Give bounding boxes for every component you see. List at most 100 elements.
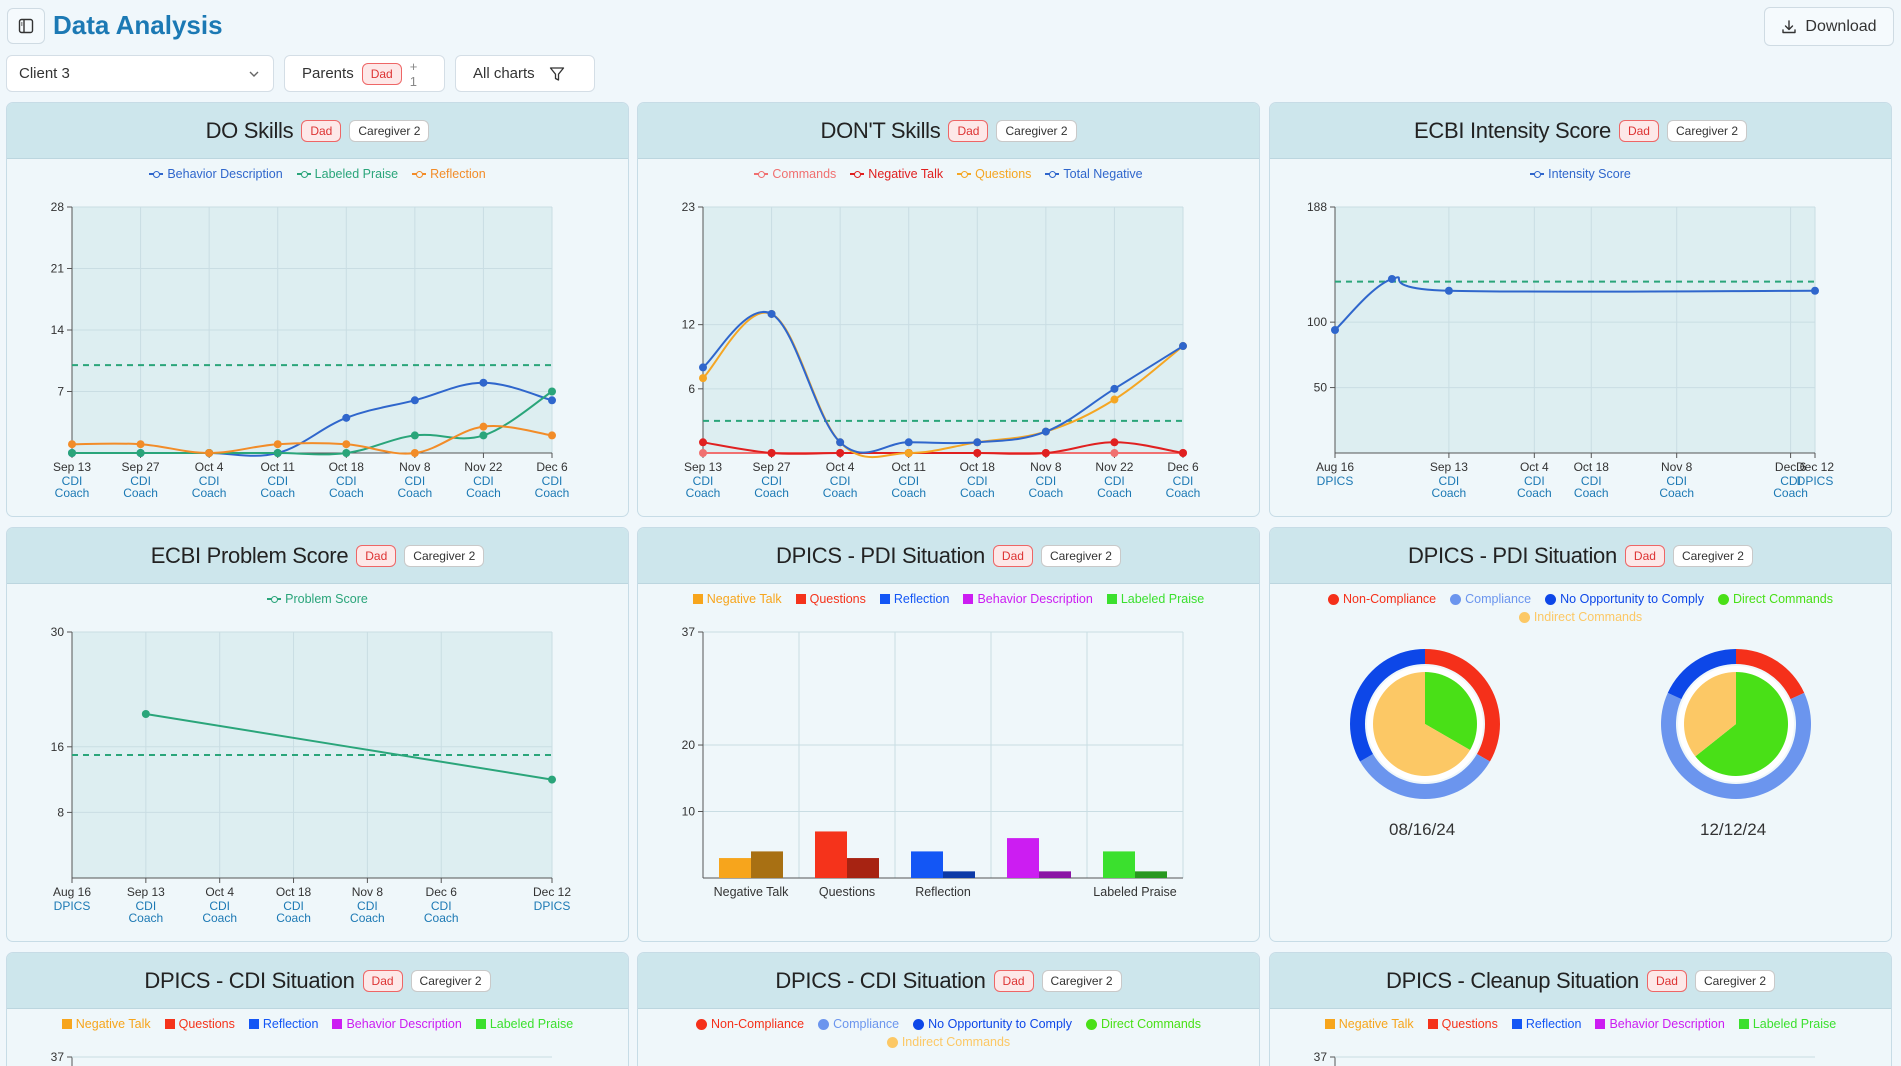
bar-labeled-praise-12-12-24[interactable] [1135, 871, 1167, 878]
bar-labeled-praise-08-16-24[interactable] [1103, 851, 1135, 878]
legend-item-commands[interactable]: Commands [754, 167, 836, 181]
legend-item-reflection[interactable]: Reflection [412, 167, 486, 181]
inner-slice-direct-commands[interactable] [1695, 672, 1788, 776]
client-select[interactable]: Client 3 [6, 55, 274, 92]
outer-slice-no-opportunity-to-comply[interactable] [1667, 649, 1736, 700]
parents-filter[interactable]: Parents Dad + 1 [284, 55, 445, 92]
legend-item-reflection[interactable]: Reflection [879, 592, 949, 606]
legend-item-reflection[interactable]: Reflection [1511, 1017, 1581, 1031]
bar-behavior-description-08-16-24[interactable] [1007, 838, 1039, 878]
inner-slice-indirect-commands[interactable] [1684, 672, 1736, 757]
data-point[interactable] [1179, 449, 1187, 457]
legend-item-labeled-praise[interactable]: Labeled Praise [1738, 1017, 1836, 1031]
data-point[interactable] [699, 374, 707, 383]
legend-item-indirect-commands[interactable]: Indirect Commands [1518, 610, 1642, 624]
data-point[interactable] [342, 413, 351, 422]
data-point[interactable] [68, 449, 76, 457]
legend-item-questions[interactable]: Questions [1427, 1017, 1498, 1031]
outer-slice-no-opportunity-to-comply[interactable] [1350, 649, 1425, 762]
bar-negative-talk-12-12-24[interactable] [751, 851, 783, 878]
legend-item-labeled-praise[interactable]: Labeled Praise [1106, 592, 1204, 606]
data-point[interactable] [1811, 286, 1819, 295]
data-point[interactable] [479, 378, 488, 387]
legend-item-negative-talk[interactable]: Negative Talk [692, 592, 782, 606]
legend-item-labeled-praise[interactable]: Labeled Praise [475, 1017, 573, 1031]
data-point[interactable] [699, 438, 707, 447]
legend-item-behavior-description[interactable]: Behavior Description [963, 592, 1093, 606]
legend-item-behavior-description[interactable]: Behavior Description [332, 1017, 462, 1031]
data-point[interactable] [205, 449, 214, 457]
data-point[interactable] [904, 438, 913, 447]
data-point[interactable] [136, 440, 145, 449]
data-point[interactable] [699, 449, 707, 457]
data-point[interactable] [1110, 395, 1119, 404]
data-point[interactable] [273, 449, 282, 457]
outer-slice-non-compliance[interactable] [1425, 649, 1500, 762]
data-point[interactable] [1041, 449, 1050, 457]
data-point[interactable] [410, 449, 419, 457]
inner-slice-indirect-commands[interactable] [1373, 672, 1471, 776]
data-point[interactable] [410, 396, 419, 405]
sidebar-toggle-button[interactable] [7, 8, 45, 44]
bar-negative-talk-08-16-24[interactable] [719, 858, 751, 878]
legend-item-questions[interactable]: Questions [795, 592, 866, 606]
data-point[interactable] [1387, 274, 1396, 283]
data-point[interactable] [548, 396, 556, 405]
legend-item-behavior-description[interactable]: Behavior Description [1595, 1017, 1725, 1031]
legend-item-intensity-score[interactable]: Intensity Score [1530, 167, 1631, 181]
legend-item-negative-talk[interactable]: Negative Talk [850, 167, 943, 181]
charts-filter[interactable]: All charts [455, 55, 595, 92]
outer-slice-compliance[interactable] [1661, 692, 1811, 799]
legend-item-compliance[interactable]: Compliance [1450, 592, 1531, 606]
data-point[interactable] [136, 449, 145, 457]
inner-slice-direct-commands[interactable] [1425, 672, 1477, 750]
data-point[interactable] [1444, 286, 1453, 295]
legend-item-questions[interactable]: Questions [164, 1017, 235, 1031]
data-point[interactable] [141, 710, 150, 718]
bar-behavior-description-12-12-24[interactable] [1039, 871, 1071, 878]
data-point[interactable] [836, 438, 845, 447]
legend-item-problem-score[interactable]: Problem Score [267, 592, 368, 606]
legend-item-behavior-description[interactable]: Behavior Description [149, 167, 283, 181]
data-point[interactable] [699, 363, 707, 372]
outer-slice-non-compliance[interactable] [1736, 649, 1805, 700]
data-point[interactable] [904, 449, 913, 457]
data-point[interactable] [973, 449, 982, 457]
data-point[interactable] [767, 309, 776, 318]
data-point[interactable] [548, 775, 556, 784]
data-point[interactable] [973, 438, 982, 447]
data-point[interactable] [342, 449, 351, 457]
legend-item-direct-commands[interactable]: Direct Commands [1085, 1017, 1201, 1031]
data-point[interactable] [1041, 427, 1050, 436]
data-point[interactable] [1110, 449, 1119, 457]
legend-item-indirect-commands[interactable]: Indirect Commands [886, 1035, 1010, 1049]
data-point[interactable] [410, 431, 419, 440]
data-point[interactable] [273, 440, 282, 449]
data-point[interactable] [479, 422, 488, 431]
data-point[interactable] [548, 387, 556, 396]
data-point[interactable] [548, 431, 556, 440]
legend-item-labeled-praise[interactable]: Labeled Praise [296, 167, 398, 181]
bar-reflection-12-12-24[interactable] [943, 871, 975, 878]
data-point[interactable] [68, 440, 76, 449]
bar-questions-12-12-24[interactable] [847, 858, 879, 878]
legend-item-no-opportunity-to-comply[interactable]: No Opportunity to Comply [1545, 592, 1704, 606]
data-point[interactable] [1110, 384, 1119, 393]
legend-item-reflection[interactable]: Reflection [248, 1017, 318, 1031]
bar-reflection-08-16-24[interactable] [911, 851, 943, 878]
data-point[interactable] [1331, 326, 1339, 334]
data-point[interactable] [836, 449, 845, 457]
legend-item-no-opportunity-to-comply[interactable]: No Opportunity to Comply [913, 1017, 1072, 1031]
data-point[interactable] [342, 440, 351, 449]
bar-questions-08-16-24[interactable] [815, 831, 847, 878]
legend-item-compliance[interactable]: Compliance [818, 1017, 899, 1031]
legend-item-questions[interactable]: Questions [957, 167, 1031, 181]
data-point[interactable] [767, 449, 776, 457]
data-point[interactable] [1179, 342, 1187, 351]
legend-item-direct-commands[interactable]: Direct Commands [1717, 592, 1833, 606]
legend-item-non-compliance[interactable]: Non-Compliance [696, 1017, 804, 1031]
data-point[interactable] [1110, 438, 1119, 447]
data-point[interactable] [479, 431, 488, 440]
legend-item-total-negative[interactable]: Total Negative [1045, 167, 1143, 181]
legend-item-non-compliance[interactable]: Non-Compliance [1328, 592, 1436, 606]
